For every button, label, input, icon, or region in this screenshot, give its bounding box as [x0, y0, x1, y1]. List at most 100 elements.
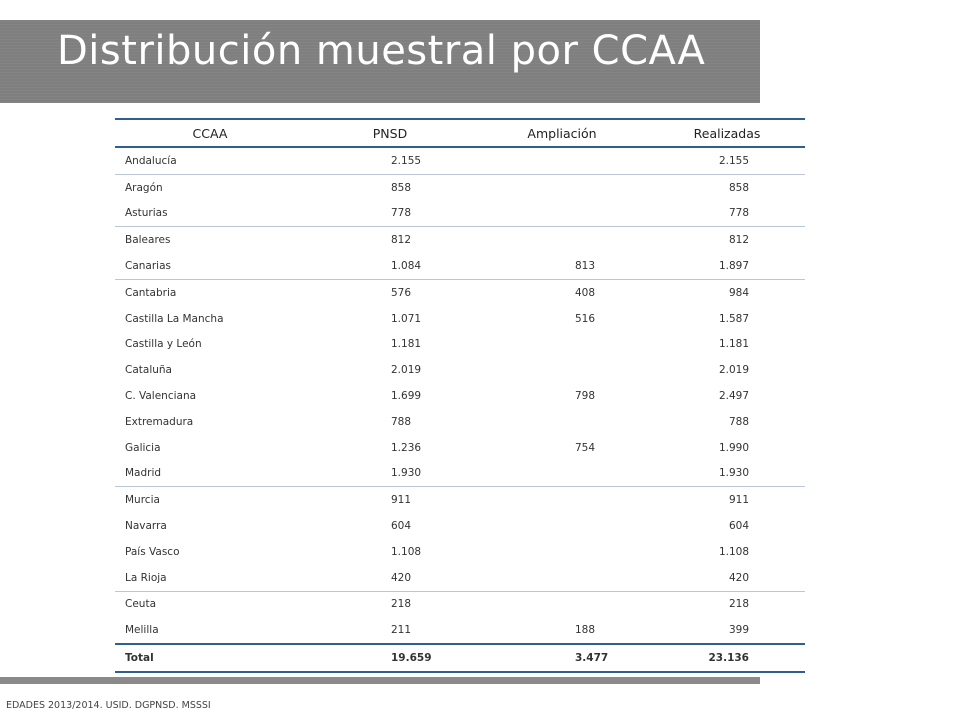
cell-realizadas: 1.108 [718, 545, 749, 558]
cell-ampliacion [475, 539, 649, 565]
total-cell-realizadas: 23.136 [649, 644, 805, 673]
cell-pnsd: 858 [391, 181, 412, 194]
cell-ampliacion [475, 174, 649, 200]
cell-realizadas: 1.181 [718, 338, 749, 351]
cell-ampliacion: 188 [475, 617, 649, 646]
table-body: Andalucía 2.155 2.155 Aragón 858 858 Asturias 7… [115, 147, 805, 673]
cell-ampliacion [475, 227, 649, 253]
cell-ampliacion [475, 513, 649, 539]
total-cell-ampliacion: 3.477 [475, 644, 649, 673]
footer-source: EDADES 2013/2014. USID. DGPNSD. MSSSI [6, 700, 211, 711]
cell-ampliacion [475, 409, 649, 435]
cell-ccaa: Extremadura [125, 415, 194, 428]
cell-ccaa: Madrid [115, 460, 305, 488]
cell-pnsd: 1.108 [391, 545, 422, 558]
cell-ccaa: Murcia [125, 494, 160, 507]
header-realizadas: Realizadas [649, 118, 805, 148]
cell-ampliacion [475, 357, 649, 383]
cell-ampliacion: 813 [475, 253, 649, 280]
cell-ccaa: Cantabria [125, 286, 177, 299]
cell-realizadas: 984 [728, 286, 749, 299]
cell-realizadas: 812 [728, 234, 749, 247]
slide-title: Distribución muestral por CCAA [57, 28, 706, 74]
table-row: Andalucía 2.155 2.155 [115, 147, 805, 175]
cell-pnsd: 604 [391, 520, 412, 533]
table-row: Melilla 211 188 399 [115, 617, 805, 646]
cell-ampliacion: 754 [575, 441, 596, 454]
cell-realizadas: 778 [649, 200, 805, 228]
cell-realizadas: 2.155 [649, 147, 805, 175]
table-row: Galicia 1.236 754 1.990 [115, 435, 805, 461]
table-row: Canarias 1.084 813 1.897 [115, 253, 805, 280]
table-row: C. Valenciana 1.699 798 2.497 [115, 383, 805, 409]
cell-ampliacion: 798 [575, 390, 596, 403]
cell-realizadas: 1.897 [649, 253, 805, 280]
cell-ampliacion [475, 591, 649, 617]
cell-ccaa: Navarra [125, 520, 167, 533]
cell-realizadas: 218 [728, 598, 749, 611]
cell-pnsd: 1.236 [391, 441, 422, 454]
cell-ccaa: Ceuta [125, 598, 156, 611]
cell-realizadas: 788 [728, 415, 749, 428]
cell-pnsd: 1.084 [305, 253, 475, 280]
cell-realizadas: 858 [728, 181, 749, 194]
cell-ccaa: Asturias [115, 200, 305, 228]
cell-ampliacion [475, 564, 649, 592]
table-row: Castilla y León 1.181 1.181 [115, 332, 805, 358]
cell-realizadas: 1.990 [718, 441, 749, 454]
cell-ampliacion [475, 460, 649, 488]
cell-ccaa: Canarias [115, 253, 305, 280]
cell-pnsd: 1.699 [391, 390, 422, 403]
cell-realizadas: 911 [728, 494, 749, 507]
cell-pnsd: 1.071 [391, 312, 422, 325]
cell-ampliacion [475, 332, 649, 358]
table-row: Asturias 778 778 [115, 200, 805, 228]
cell-pnsd: 788 [391, 415, 412, 428]
total-cell-ccaa: Total [115, 644, 305, 673]
cell-ampliacion [475, 487, 649, 513]
cell-pnsd: 911 [391, 494, 412, 507]
cell-ampliacion: 516 [575, 312, 596, 325]
cell-ampliacion [475, 147, 649, 175]
cell-pnsd: 1.930 [305, 460, 475, 488]
cell-pnsd: 778 [305, 200, 475, 228]
table-row: Cantabria 576 408 984 [115, 279, 805, 305]
table-header: CCAA PNSD Ampliación Realizadas [115, 118, 805, 148]
cell-ccaa: Andalucía [115, 147, 305, 175]
cell-ccaa: Cataluña [125, 364, 172, 377]
cell-ccaa: C. Valenciana [125, 390, 197, 403]
cell-ccaa: Melilla [115, 617, 305, 646]
table-row: País Vasco 1.108 1.108 [115, 539, 805, 565]
table-row: Ceuta 218 218 [115, 591, 805, 617]
cell-ccaa: Castilla La Mancha [125, 312, 224, 325]
sample-distribution-table: CCAA PNSD Ampliación Realizadas Andalucí… [115, 118, 805, 673]
header-pnsd: PNSD [305, 118, 475, 148]
cell-ccaa: Galicia [125, 441, 161, 454]
cell-realizadas: 2.497 [718, 390, 749, 403]
table-row: Castilla La Mancha 1.071 516 1.587 [115, 306, 805, 332]
cell-pnsd: 812 [391, 234, 412, 247]
cell-ccaa: Castilla y León [125, 338, 202, 351]
cell-realizadas: 1.587 [718, 312, 749, 325]
table-row: Cataluña 2.019 2.019 [115, 357, 805, 383]
table-row: La Rioja 420 420 [115, 564, 805, 592]
table-row: Extremadura 788 788 [115, 409, 805, 435]
cell-pnsd: 420 [305, 564, 475, 592]
cell-realizadas: 604 [728, 520, 749, 533]
table-row: Madrid 1.930 1.930 [115, 460, 805, 488]
cell-ccaa: La Rioja [115, 564, 305, 592]
cell-realizadas: 399 [649, 617, 805, 646]
table-row: Navarra 604 604 [115, 513, 805, 539]
header-ampliacion: Ampliación [475, 118, 649, 148]
table-row: Aragón 858 858 [115, 174, 805, 200]
table-row: Murcia 911 911 [115, 487, 805, 513]
cell-pnsd: 2.155 [305, 147, 475, 175]
bottom-rule [0, 677, 760, 684]
title-band [0, 20, 760, 103]
cell-pnsd: 211 [305, 617, 475, 646]
cell-realizadas: 2.019 [718, 364, 749, 377]
cell-ccaa: Baleares [125, 234, 171, 247]
total-row: Total 19.659 3.477 23.136 [115, 644, 805, 673]
cell-pnsd: 1.181 [391, 338, 422, 351]
cell-pnsd: 218 [391, 598, 412, 611]
